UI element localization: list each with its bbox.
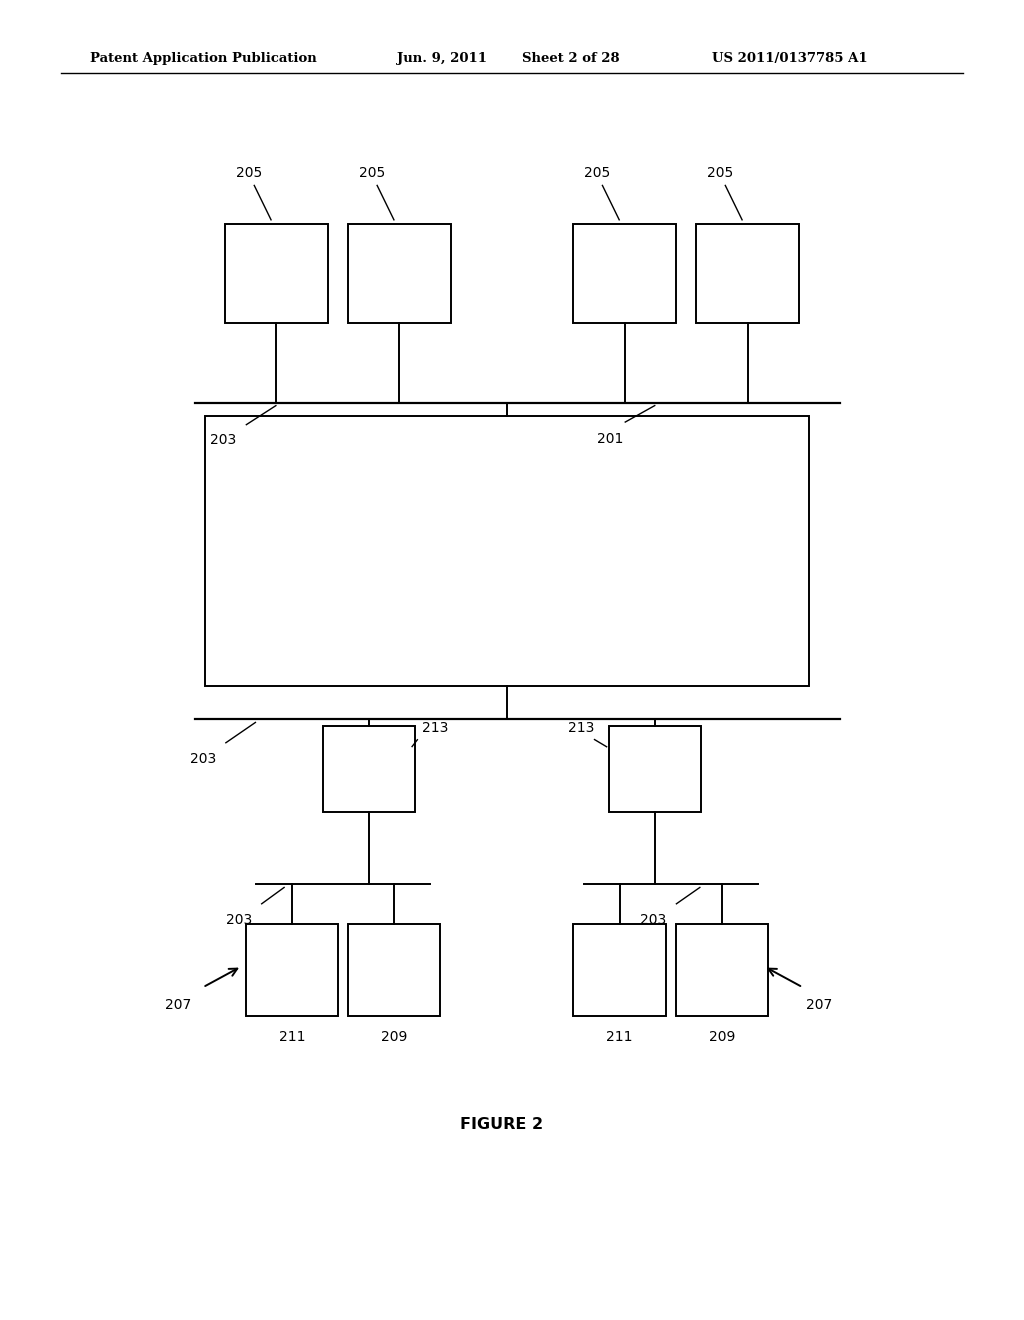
Text: 205: 205 bbox=[236, 165, 262, 180]
Text: 207: 207 bbox=[806, 998, 833, 1012]
Bar bbox=[573, 924, 666, 1016]
Bar bbox=[246, 924, 338, 1016]
Text: 205: 205 bbox=[584, 165, 610, 180]
Bar bbox=[609, 726, 701, 812]
Text: Sheet 2 of 28: Sheet 2 of 28 bbox=[522, 51, 620, 65]
Text: 211: 211 bbox=[606, 1030, 633, 1044]
Text: US 2011/0137785 A1: US 2011/0137785 A1 bbox=[712, 51, 867, 65]
Text: 201: 201 bbox=[597, 432, 624, 446]
Text: Patent Application Publication: Patent Application Publication bbox=[90, 51, 316, 65]
Text: FIGURE 2: FIGURE 2 bbox=[460, 1117, 544, 1133]
Bar bbox=[205, 416, 809, 686]
Bar bbox=[676, 924, 768, 1016]
Bar bbox=[348, 224, 451, 323]
Text: 213: 213 bbox=[568, 721, 595, 735]
Text: 211: 211 bbox=[279, 1030, 305, 1044]
Text: 203: 203 bbox=[640, 913, 667, 928]
Text: 209: 209 bbox=[709, 1030, 735, 1044]
Text: 207: 207 bbox=[165, 998, 191, 1012]
Text: 209: 209 bbox=[381, 1030, 408, 1044]
Text: 203: 203 bbox=[189, 752, 216, 767]
Text: 203: 203 bbox=[210, 433, 237, 447]
Text: 205: 205 bbox=[358, 165, 385, 180]
Bar bbox=[696, 224, 799, 323]
Bar bbox=[225, 224, 328, 323]
Bar bbox=[573, 224, 676, 323]
Text: 213: 213 bbox=[422, 721, 449, 735]
Text: 205: 205 bbox=[707, 165, 733, 180]
Text: Jun. 9, 2011: Jun. 9, 2011 bbox=[397, 51, 487, 65]
Bar bbox=[348, 924, 440, 1016]
Bar bbox=[323, 726, 415, 812]
Text: 203: 203 bbox=[226, 913, 253, 928]
